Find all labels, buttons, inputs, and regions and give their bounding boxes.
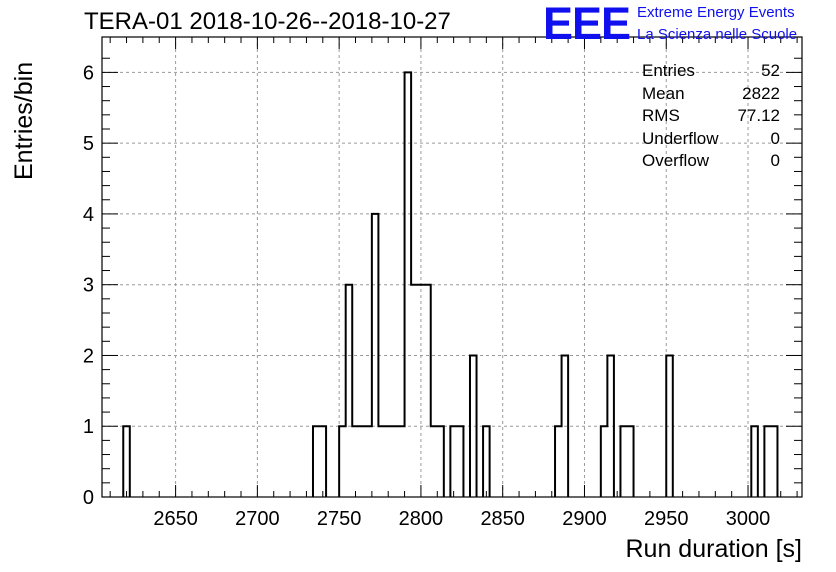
stats-row-underflow: Underflow 0 <box>642 128 780 151</box>
y-tick-label: 1 <box>83 416 94 438</box>
histogram-bin <box>398 426 405 497</box>
plot-frame <box>101 36 803 498</box>
stats-value: 0 <box>770 151 780 170</box>
stats-label: Overflow <box>642 151 710 170</box>
y-tick-label: 6 <box>83 62 94 84</box>
histogram-bin <box>764 426 771 497</box>
histogram-bin <box>378 426 385 497</box>
x-tick-label: 2900 <box>562 508 607 530</box>
stats-label: Mean <box>642 83 685 103</box>
histogram-bin <box>751 426 758 497</box>
stats-value: 0 <box>770 128 780 148</box>
histogram-bin <box>666 355 673 497</box>
histogram-bin <box>607 355 614 497</box>
x-tick-label: 2750 <box>317 508 362 530</box>
histogram-bin <box>313 426 320 497</box>
histogram-bin <box>483 426 490 497</box>
y-tick-label: 2 <box>83 345 94 367</box>
stats-label: RMS <box>642 106 680 125</box>
histogram-outline <box>122 71 779 497</box>
histogram-bin <box>562 355 569 497</box>
chart-title: TERA-01 2018-10-26--2018-10-27 <box>84 8 451 35</box>
histogram-bin <box>359 426 366 497</box>
histogram-bin <box>385 426 392 497</box>
histogram-bin <box>365 426 372 497</box>
histogram-bin <box>411 285 418 497</box>
histogram-bin <box>437 426 444 497</box>
histogram-bin <box>601 426 608 497</box>
histogram-bin <box>450 426 457 497</box>
y-tick-label: 3 <box>83 275 94 297</box>
y-tick-label: 0 <box>83 487 94 509</box>
histogram-bin <box>405 72 412 497</box>
histogram-bin <box>320 426 327 497</box>
histogram-bin <box>627 426 634 497</box>
stats-label: Entries <box>642 61 695 80</box>
histogram-bin <box>339 426 346 497</box>
logo-line-1: Extreme Energy Events <box>637 4 795 21</box>
histogram-bin <box>418 285 425 497</box>
histogram-bin <box>555 426 562 497</box>
stats-row-rms: RMS 77.12 <box>642 105 780 128</box>
histogram-bin <box>372 214 379 497</box>
stats-row-mean: Mean 2822 <box>642 83 780 106</box>
histogram-bin <box>424 285 431 497</box>
stats-value: 2822 <box>742 83 780 103</box>
stats-box: Entries 52 Mean 2822 RMS 77.12 Underflow… <box>642 60 780 173</box>
stats-row-entries: Entries 52 <box>642 60 780 83</box>
y-tick-label: 4 <box>83 204 94 226</box>
x-tick-label: 2800 <box>399 508 444 530</box>
y-tick-label: 5 <box>83 133 94 155</box>
x-tick-label: 2950 <box>644 508 689 530</box>
histogram-bin <box>431 426 438 497</box>
x-tick-label: 2700 <box>235 508 280 530</box>
logo-line-2: La Scienza nelle Scuole <box>637 26 798 43</box>
x-tick-label: 2850 <box>480 508 525 530</box>
stats-value: 52 <box>761 61 780 80</box>
x-tick-label: 3000 <box>726 508 771 530</box>
stats-value: 77.12 <box>737 106 780 125</box>
eee-logo: EEE <box>543 0 631 49</box>
histogram-bin <box>123 426 130 497</box>
histogram-bin <box>470 355 477 497</box>
y-axis-label: Entries/bin <box>10 61 38 180</box>
histogram-bin <box>346 285 353 497</box>
x-axis-label: Run duration [s] <box>625 535 803 563</box>
x-tick-label: 2650 <box>153 508 198 530</box>
histogram-bin <box>620 426 627 497</box>
histogram-bin <box>391 426 398 497</box>
stats-row-overflow: Overflow 0 <box>642 150 780 173</box>
histogram-bin <box>771 426 778 497</box>
histogram-bin <box>352 426 359 497</box>
histogram-bin <box>457 426 464 497</box>
stats-label: Underflow <box>642 128 719 148</box>
